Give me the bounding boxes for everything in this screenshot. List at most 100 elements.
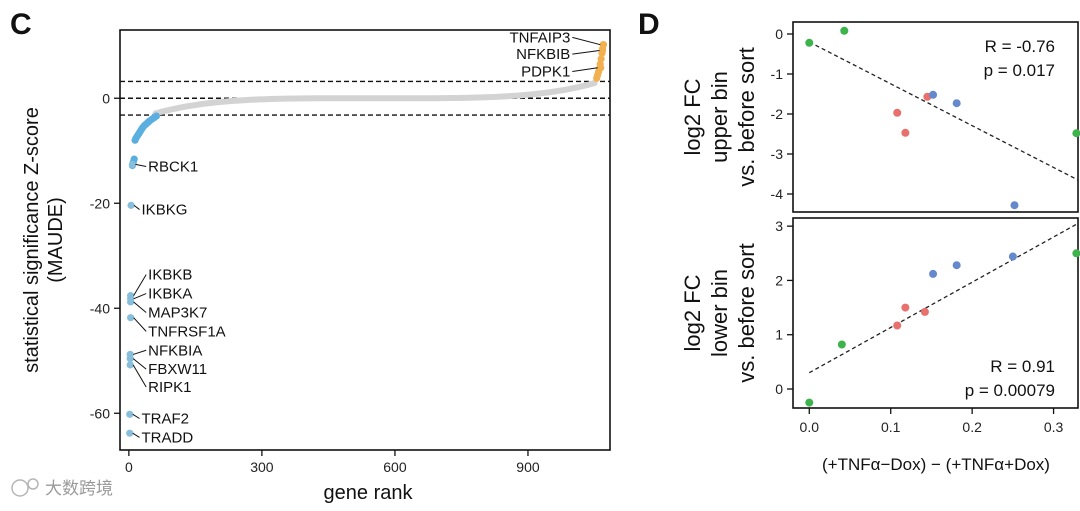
panel-c-gene-leader-line [572,67,598,72]
panel-d-bottom-y-label-line2: lower bin [707,269,732,357]
panel-d-bottom-data-point [837,340,846,349]
panel-c-y-axis-label-line1: statistical significance Z-score [21,107,43,373]
panel-c-labeled-gene-point [598,46,607,55]
panel-d-data-layer: 0 -1 -2 -3 -4 0 1 2 3 0.0 0.1 0.2 0.3 [771,26,1080,435]
panel-c-labeled-gene-point [128,160,137,168]
panel-c-gene-leader-line [132,413,140,419]
panel-c-gene-label: TRAF2 [142,411,190,428]
panel-d-x-tick-label: 0.2 [962,419,982,435]
panel-d-bottom-r-value: R = 0.91 [990,357,1055,376]
panel-c-gene-label: TRADD [142,429,194,446]
panel-c-negative-hit-point [152,112,160,120]
panel-d-bottom-data-point [893,321,902,330]
panel-c-gene-label: NFKBIB [516,46,570,63]
panel-c-gene-leader-line [135,163,147,167]
panel-c-gene-label: MAP3K7 [148,304,207,321]
panel-d-top-data-point [1072,129,1080,138]
panel-d-bottom-y-tick-label: 3 [775,218,783,234]
panel-d-top-y-tick-label: -1 [771,66,784,82]
panel-d-bottom-data-point [1008,252,1017,261]
watermark-logo-icon [11,479,29,497]
panel-c-labeled-gene-point [126,355,134,363]
panel-d-x-tick-label: 0.1 [881,419,901,435]
panel-c-gene-leader-line [133,317,147,332]
panel-d-top-data-point [893,108,902,117]
panel-d-top-y-label-line3: vs. before sort [734,47,759,186]
panel-c-labeled-gene-point [126,410,134,418]
panel-d-bottom-data-point [901,303,910,312]
panel-d-bottom-y-label-line3: vs. before sort [734,243,759,382]
panel-c-gene-leader-line [572,36,601,46]
panel-c-y-tick-label: -60 [90,405,110,421]
panel-d-top-data-point [805,38,814,47]
panel-d-bottom-y-tick-label: 1 [775,327,783,343]
panel-d-top-r-value: R = -0.76 [985,37,1055,56]
watermark-logo-dot-icon [27,478,39,490]
panel-d-top-y-tick-label: -3 [771,146,784,162]
panel-c-gene-label: TNFRSF1A [148,323,226,340]
panel-d-top-y-label-line2: upper bin [707,71,732,163]
panel-label-c: C [10,8,32,41]
panel-c-gene-leader-line [132,364,147,388]
panel-c-y-axis-label-line2: (MAUDE) [45,197,67,283]
panel-d-top-data-point [929,90,938,99]
panel-d-bottom-y-tick-label: 0 [775,381,783,397]
panel-c-gene-label: NFKBIA [148,342,202,359]
panel-d-bottom-plot-frame [792,217,1079,409]
panel-d-x-tick-label: 0.0 [800,419,820,435]
panel-d-bottom-data-point [1072,249,1080,258]
panel-c-x-axis-label: gene rank [324,482,414,504]
panel-d-bottom-y-label-line1: log2 FC [680,274,705,351]
panel-d-top-y-tick-label: -4 [771,186,784,202]
panel-c-labeled-gene-point [126,429,134,437]
panel-d-bottom-data-point [952,261,961,270]
panel-d-top-trend-line [808,41,1079,181]
panel-c-x-tick-label: 600 [383,459,407,475]
panel-c-gene-label: IKBKA [148,286,192,303]
panel-d-bottom-data-point [929,269,938,278]
panel-d-bottom-p-value: p = 0.00079 [965,381,1055,400]
panel-c-positive-hit-point [597,55,605,63]
panel-d-top-data-point [901,128,910,137]
panel-d-bottom-data-point [920,307,929,316]
panel-d-bottom-trend-line [808,222,1079,374]
panel-d-top-y-label-line1: log2 FC [680,78,705,155]
panel-c-labeled-gene-point [127,298,135,306]
panel-c-labeled-gene-point [597,64,605,72]
panel-d-x-tick-label: 0.3 [1044,419,1064,435]
panel-c-y-tick-label: 0 [102,90,110,106]
panel-d-top-data-point [952,99,961,108]
panel-d-bottom-y-tick-label: 2 [775,272,783,288]
panel-c-gene-label: RIPK1 [148,379,191,396]
panel-c-x-tick-label: 900 [516,459,540,475]
panel-c-labeled-gene-point [599,41,607,49]
panel-c-y-tick-label: -20 [90,195,110,211]
panel-c-gene-leader-line [133,293,147,300]
watermark-text: 大数跨境 [45,479,113,499]
panel-label-d: D [638,8,660,41]
panel-c-gene-label: RBCK1 [148,159,198,176]
panel-c-gene-leader-line [572,49,600,55]
panel-c-labeled-gene-point [127,314,135,322]
panel-d-top-p-value: p = 0.017 [984,61,1055,80]
panel-c-gene-leader-line [133,204,140,210]
panel-c-background-genes [152,80,598,117]
panel-c-gene-leader-line [133,349,147,355]
panel-c-labeled-gene-point [126,361,134,369]
panel-c-labeled-gene-point [127,201,135,209]
panel-c-x-tick-label: 0 [125,459,133,475]
panel-d-top-y-tick-label: 0 [775,26,783,42]
panel-c-plot-frame [119,29,611,451]
panel-d-top-plot-frame [792,21,1079,213]
panel-c-gene-label: IKBKB [148,267,192,284]
panel-c-gene-label: FBXW11 [148,361,207,378]
panel-c-gene-label: TNFAIP3 [509,29,570,46]
panel-d-x-axis-label: (+TNFα−Dox) − (+TNFα+Dox) [822,455,1050,474]
panel-c-gene-leader-line [132,432,140,438]
panel-d-top-data-point [1010,201,1019,210]
panel-d-bottom-data-point [805,398,814,407]
panel-c-gene-leader-line [133,274,147,296]
panel-c-gene-label: PDPK1 [521,63,570,80]
